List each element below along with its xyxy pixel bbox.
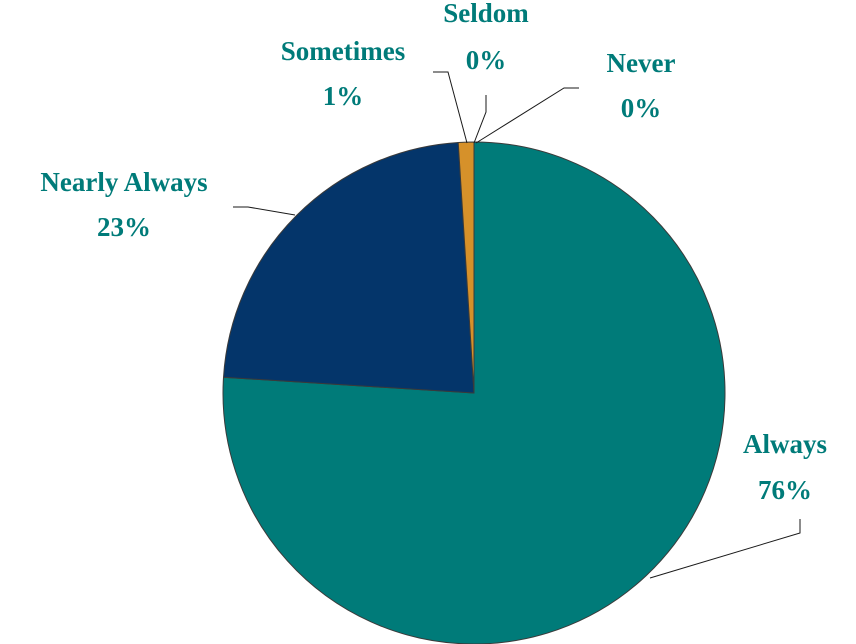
- pie-slices: [222, 141, 726, 644]
- slice-value-never: 0%: [621, 93, 662, 123]
- slice-label-nearly-always: Nearly Always: [40, 167, 207, 197]
- leader-line-never: [475, 87, 579, 144]
- slice-label-always: Always: [743, 429, 827, 459]
- pie-slice-nearly-always: [222, 141, 475, 394]
- slice-label-seldom: Seldom: [443, 0, 529, 28]
- slice-label-sometimes: Sometimes: [281, 36, 405, 66]
- slice-value-sometimes: 1%: [323, 81, 364, 111]
- leader-line-sometimes: [433, 71, 468, 144]
- leader-line-nearly-always: [233, 206, 296, 216]
- slice-labels: Always 76% Nearly Always 23% Sometimes 1% Seld…: [40, 0, 827, 505]
- leader-line-seldom: [473, 95, 487, 144]
- slice-value-seldom: 0%: [466, 45, 507, 75]
- slice-value-nearly-always: 23%: [97, 212, 151, 242]
- leader-lines: [233, 71, 801, 579]
- slice-label-never: Never: [607, 48, 676, 78]
- slice-value-always: 76%: [758, 475, 812, 505]
- leader-line-always: [649, 519, 801, 579]
